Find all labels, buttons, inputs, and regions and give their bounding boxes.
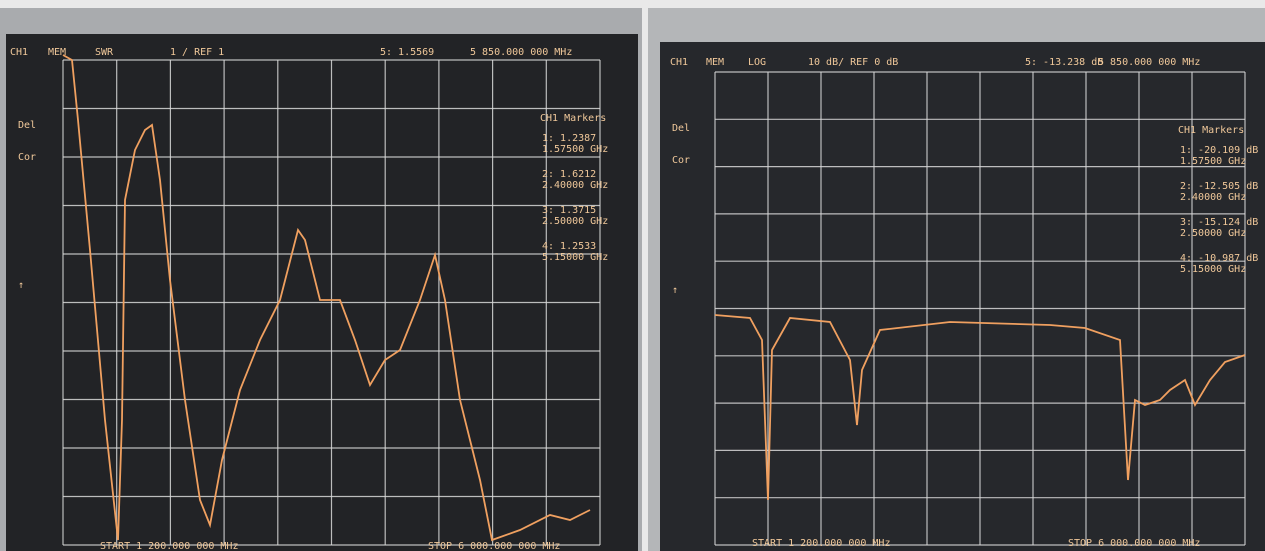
marker-readout: 2.50000 GHz [542, 216, 608, 227]
header-text: MEM [706, 57, 724, 68]
header-text: 5 850.000 000 MHz [470, 47, 572, 58]
header-text: 10 dB/ REF 0 dB [808, 57, 898, 68]
header-text: CH1 [670, 57, 688, 68]
marker-readout: 2: -12.505 dB [1180, 181, 1258, 192]
side-label: Cor [672, 155, 690, 166]
right-screen [660, 42, 1265, 551]
header-text: LOG [748, 57, 766, 68]
side-label: Del [672, 123, 690, 134]
stop-label: STOP 6 000.000 000 MHz [428, 541, 560, 551]
side-label: Cor [18, 152, 36, 163]
marker-readout: 2: 1.6212 [542, 169, 596, 180]
marker-readout: 3: 1.3715 [542, 205, 596, 216]
marker-readout: 2.50000 GHz [1180, 228, 1246, 239]
start-label: START 1 200.000 000 MHz [752, 538, 890, 549]
side-label: ↑ [18, 280, 24, 291]
header-text: 5: -13.238 dB [1025, 57, 1103, 68]
marker-readout: 4: -10.987 dB [1180, 253, 1258, 264]
side-label: Del [18, 120, 36, 131]
marker-readout: 1.57500 GHz [542, 144, 608, 155]
marker-readout: 2.40000 GHz [542, 180, 608, 191]
markers-title: CH1 Markers [1178, 125, 1244, 136]
marker-readout: 3: -15.124 dB [1180, 217, 1258, 228]
marker-readout: 1: 1.2387 [542, 133, 596, 144]
right-grid [714, 71, 1246, 546]
marker-readout: 2.40000 GHz [1180, 192, 1246, 203]
header-text: 5: 1.5569 [380, 47, 434, 58]
marker-readout: 1.57500 GHz [1180, 156, 1246, 167]
left-screen [6, 34, 638, 551]
header-text: 1 / REF 1 [170, 47, 224, 58]
side-label: ↑ [672, 285, 678, 296]
swr-trace [62, 54, 591, 542]
marker-readout: 4: 1.2533 [542, 241, 596, 252]
header-text: 5 850.000 000 MHz [1098, 57, 1200, 68]
marker-readout: 5.15000 GHz [1180, 264, 1246, 275]
labels: CH1 MEM SWR 1 / REF 1 5: 1.5569 5 850.000 000… [10, 47, 1258, 551]
header-text: MEM [48, 47, 66, 58]
header-text: SWR [95, 47, 114, 58]
markers-title: CH1 Markers [540, 113, 606, 124]
stop-label: STOP 6 000.000 000 MHz [1068, 538, 1200, 549]
header-text: CH1 [10, 47, 28, 58]
log-trace [714, 314, 1246, 501]
start-label: START 1 200.000 000 MHz [100, 541, 238, 551]
marker-readout: 5.15000 GHz [542, 252, 608, 263]
marker-readout: 1: -20.109 dB [1180, 145, 1258, 156]
